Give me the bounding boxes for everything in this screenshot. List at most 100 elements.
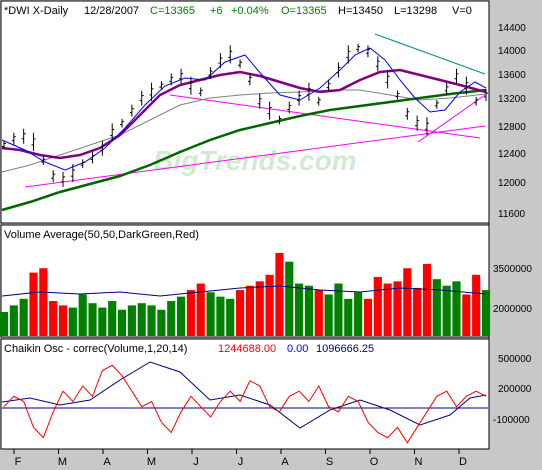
- volume-bar: [452, 281, 461, 336]
- month-label: M: [58, 456, 67, 468]
- price-tick-label: 12800: [498, 122, 526, 133]
- osc-value-1: 1244688.00: [218, 343, 276, 355]
- volume-bar: [324, 294, 333, 336]
- volume-bar: [344, 298, 353, 336]
- header-date: 12/28/2007: [84, 5, 139, 17]
- header-open: O=13365: [281, 5, 327, 17]
- volume-bar: [236, 290, 245, 336]
- price-tick-label: 12000: [498, 178, 526, 189]
- volume-bar: [88, 303, 97, 336]
- header-volume: V=0: [452, 5, 472, 17]
- osc-tick-label: 200000: [498, 384, 532, 395]
- volume-bar: [373, 276, 382, 336]
- volume-bar: [147, 305, 156, 336]
- volume-average-line: [1, 285, 487, 297]
- volume-bar: [206, 292, 215, 336]
- price-tick-label: 13600: [498, 70, 526, 81]
- month-label: A: [281, 456, 289, 468]
- price-tick-label: 11600: [498, 209, 526, 220]
- volume-bar: [49, 301, 58, 336]
- volume-bar: [39, 268, 48, 336]
- month-label: F: [15, 456, 22, 468]
- volume-bar: [472, 274, 481, 336]
- ma-purple-line: [1, 68, 487, 160]
- volume-bar: [304, 285, 314, 336]
- volume-bars: [0, 252, 491, 336]
- volume-bar: [78, 294, 87, 336]
- month-label: J: [238, 456, 244, 468]
- volume-bar: [157, 309, 166, 336]
- trendline-rising: [417, 94, 486, 143]
- volume-bar: [68, 307, 77, 336]
- osc-tick-label: -100000: [493, 415, 530, 426]
- volume-bar: [295, 283, 304, 336]
- price-y-axis: 14400 14000 13600 13200 12800 12400 1200…: [498, 23, 526, 220]
- volume-bar: [462, 294, 471, 336]
- month-label: N: [415, 456, 423, 468]
- header-low: L=13298: [394, 5, 437, 17]
- ma-green-line: [1, 88, 487, 212]
- volume-bar: [363, 298, 373, 336]
- header-high: H=13450: [338, 5, 383, 17]
- volume-bar: [196, 283, 205, 336]
- volume-bar: [137, 303, 146, 336]
- month-label: O: [370, 456, 379, 468]
- price-tick-label: 14400: [498, 23, 526, 34]
- volume-bar: [403, 268, 412, 336]
- volume-bar: [9, 305, 18, 336]
- volume-bar: [442, 285, 451, 336]
- price-tick-label: 13200: [498, 94, 526, 105]
- trendline-mid: [169, 94, 481, 139]
- volume-bar: [0, 311, 9, 336]
- volume-bar: [29, 272, 38, 336]
- volume-bar: [314, 290, 323, 336]
- volume-tick-label: 2000000: [493, 304, 532, 315]
- volume-bar: [255, 281, 264, 336]
- volume-bar: [226, 298, 235, 336]
- osc-tick-label: 500000: [498, 354, 532, 365]
- volume-bar: [216, 296, 225, 336]
- volume-bar: [176, 296, 186, 336]
- price-bars: [2, 43, 488, 187]
- osc-signal-line: [1, 361, 487, 429]
- volume-bar: [354, 292, 363, 336]
- volume-bar: [422, 263, 432, 336]
- volume-bar: [383, 283, 392, 336]
- price-panel: [0, 0, 490, 224]
- header-close: C=13365: [150, 5, 195, 17]
- volume-bar: [186, 290, 195, 336]
- volume-bar: [108, 301, 117, 336]
- volume-bar: [481, 290, 491, 336]
- volume-bar: [117, 309, 127, 336]
- volume-bar: [265, 274, 274, 336]
- volume-bar: [167, 301, 176, 336]
- volume-tick-label: 3500000: [493, 264, 532, 275]
- month-label: D: [459, 456, 467, 468]
- month-label: M: [147, 456, 156, 468]
- osc-value-3: 1096666.25: [316, 343, 374, 355]
- volume-bar: [245, 285, 254, 336]
- trendline-support: [24, 125, 486, 188]
- oscillator-panel: [0, 338, 490, 450]
- header-change-pct: +0.04%: [231, 5, 269, 17]
- volume-panel-title: Volume Average(50,50,DarkGreen,Red): [4, 229, 199, 241]
- month-label: S: [326, 456, 333, 468]
- volume-bar: [19, 298, 28, 336]
- volume-bar: [393, 281, 402, 336]
- ma-blue-line: [1, 47, 487, 171]
- volume-bar: [58, 305, 68, 336]
- ma-gray-line: [1, 89, 487, 173]
- volume-bar: [98, 307, 107, 336]
- volume-bar: [432, 279, 441, 336]
- header-change: +6: [210, 5, 223, 17]
- volume-bar: [413, 287, 422, 336]
- trendlines: [24, 33, 486, 188]
- price-tick-label: 12400: [498, 149, 526, 160]
- volume-bar: [285, 261, 294, 336]
- month-label: J: [193, 456, 199, 468]
- volume-bar: [127, 305, 136, 336]
- osc-panel-title: Chaikin Osc - correc(Volume,1,20,14): [4, 343, 187, 355]
